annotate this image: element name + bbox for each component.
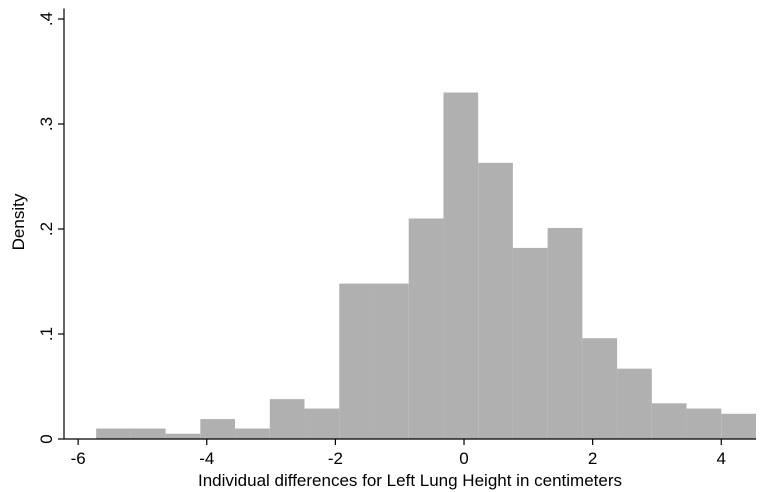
bar [304, 408, 340, 439]
y-tick-label: .3 [37, 117, 56, 131]
x-tick-label: 4 [717, 449, 726, 468]
x-tick-label: -6 [71, 449, 86, 468]
bar [373, 283, 409, 439]
y-tick-label: .2 [37, 222, 56, 236]
bar [96, 428, 131, 439]
x-tick-label: 0 [459, 449, 468, 468]
bar [478, 162, 513, 439]
bar [512, 247, 548, 439]
bar [651, 403, 687, 439]
bar [408, 218, 444, 439]
y-tick-label: .1 [37, 327, 56, 341]
y-tick-label: 0 [37, 434, 56, 443]
x-tick-label: -2 [328, 449, 343, 468]
y-tick-label: .4 [37, 12, 56, 26]
bar [269, 399, 305, 439]
bar [582, 338, 618, 439]
x-axis-label: Individual differences for Left Lung Hei… [198, 471, 622, 490]
bar [443, 92, 479, 439]
x-tick-label: 2 [588, 449, 597, 468]
bar [617, 368, 652, 439]
bar [130, 428, 166, 439]
bar [235, 428, 270, 439]
bar [165, 433, 201, 439]
bar [200, 419, 236, 439]
bar [547, 227, 583, 439]
bar [721, 413, 756, 439]
x-tick-label: -4 [199, 449, 214, 468]
bar [686, 408, 722, 439]
y-axis-label: Density [9, 193, 28, 250]
bar [339, 283, 374, 439]
